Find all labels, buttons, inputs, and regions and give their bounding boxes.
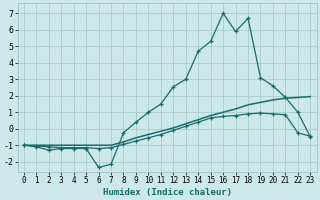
X-axis label: Humidex (Indice chaleur): Humidex (Indice chaleur) — [103, 188, 232, 197]
